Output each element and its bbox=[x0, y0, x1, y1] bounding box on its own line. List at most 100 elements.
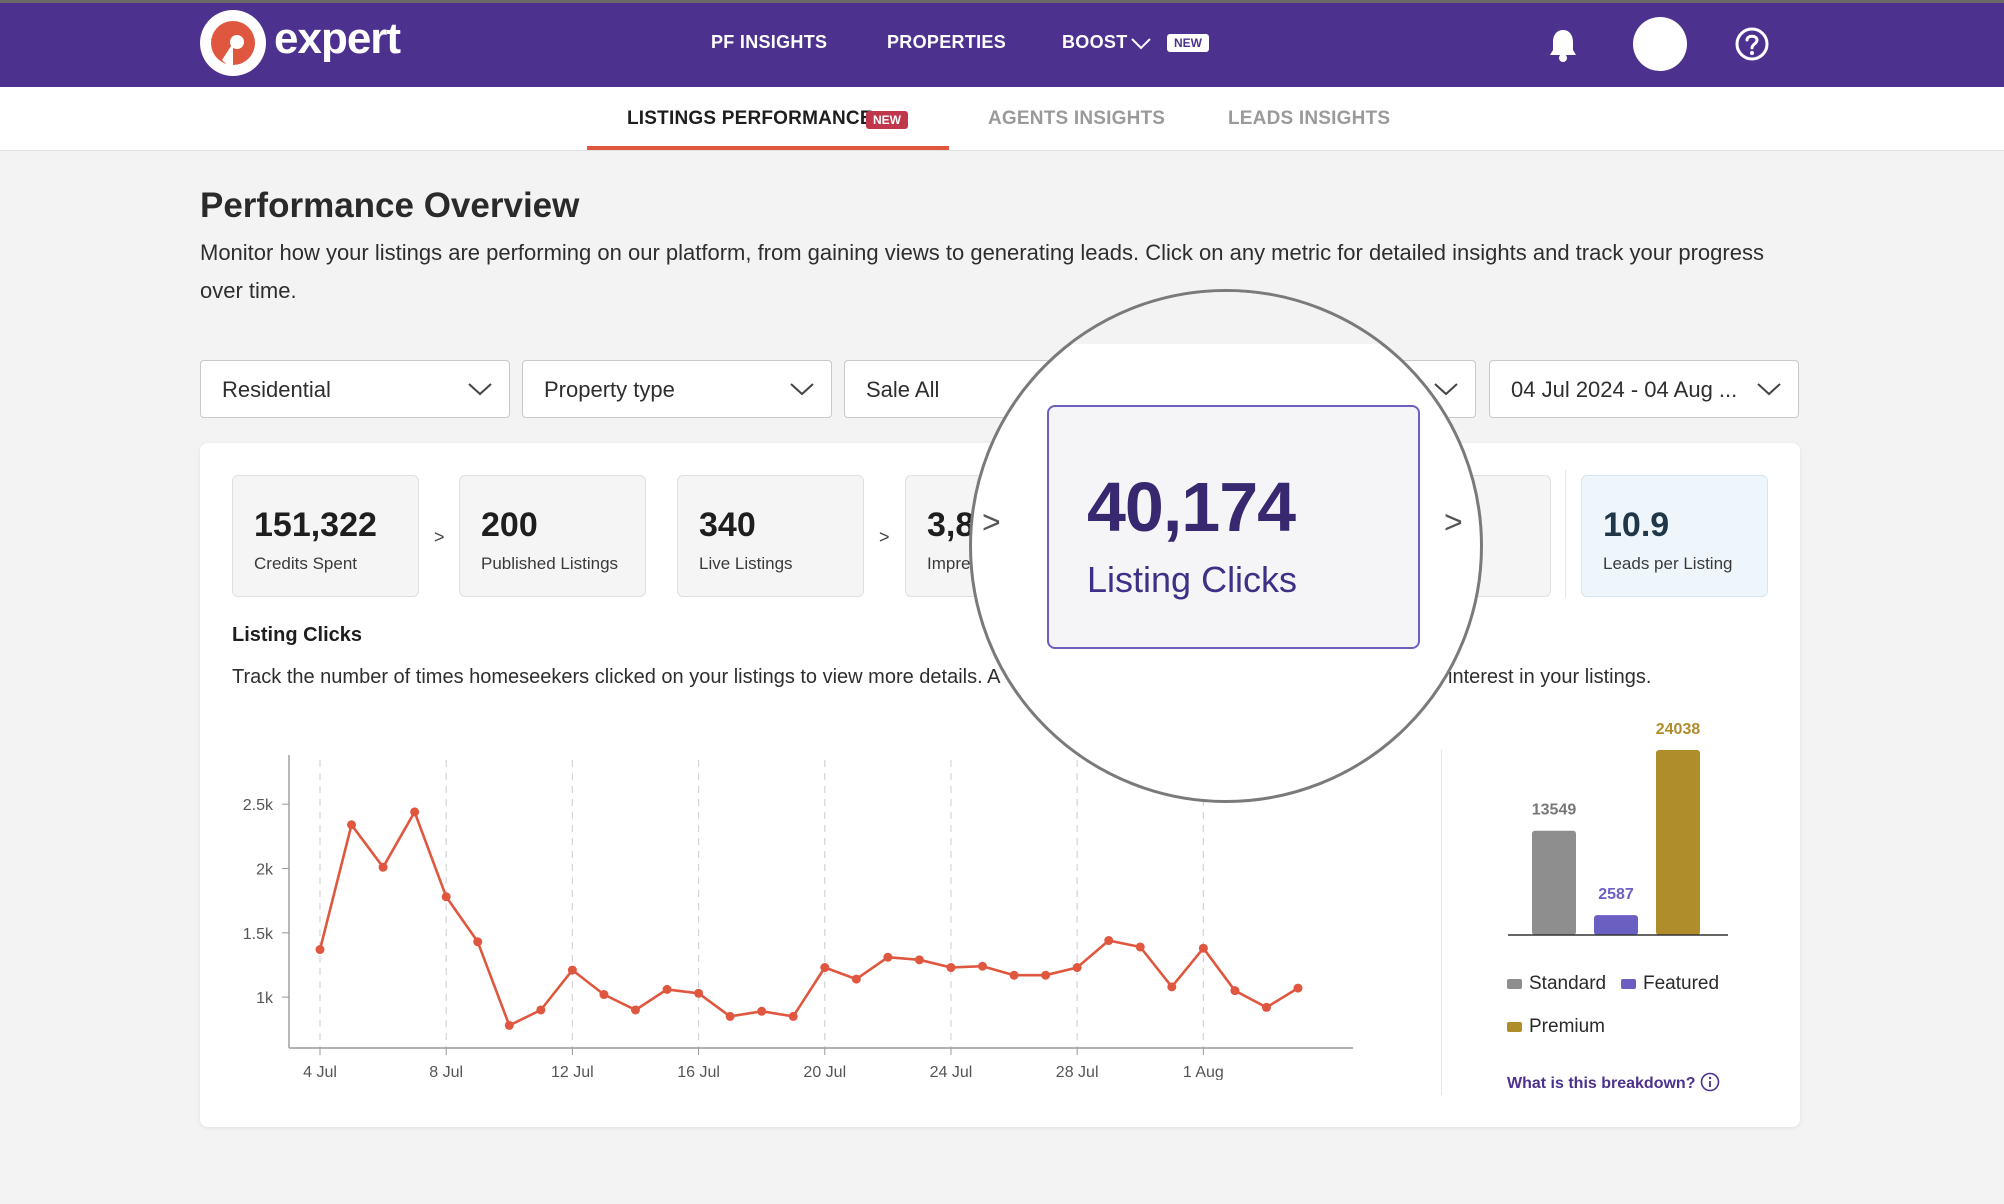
data-point[interactable] bbox=[788, 1011, 798, 1021]
metric-credits-spent[interactable]: 151,322 Credits Spent bbox=[232, 475, 419, 597]
chevron-down-icon bbox=[1757, 383, 1781, 396]
nav-pf-insights[interactable]: PF INSIGHTS bbox=[711, 32, 828, 52]
arrow-icon: > bbox=[879, 527, 890, 547]
data-point[interactable] bbox=[630, 1005, 640, 1015]
legend-featured: Featured bbox=[1621, 973, 1719, 995]
data-point[interactable] bbox=[820, 963, 830, 973]
legend-premium: Premium bbox=[1507, 1016, 1605, 1038]
arrow-icon: > bbox=[434, 527, 445, 547]
data-point[interactable] bbox=[347, 820, 357, 830]
page-description: Monitor how your listings are performing… bbox=[200, 240, 1764, 303]
metric-listing-clicks[interactable]: 40,174 Listing Clicks bbox=[1047, 405, 1420, 649]
x-tick-label: 12 Jul bbox=[551, 1064, 594, 1080]
data-point[interactable] bbox=[599, 990, 609, 1000]
data-point[interactable] bbox=[1072, 963, 1082, 973]
info-icon[interactable] bbox=[1700, 1072, 1720, 1092]
bar-value-label: 24038 bbox=[1656, 721, 1701, 738]
filter-property-type-dropdown[interactable]: Property type bbox=[522, 360, 832, 418]
metric-label: Credits Spent bbox=[254, 554, 357, 573]
data-point[interactable] bbox=[1104, 936, 1114, 946]
data-point[interactable] bbox=[1009, 970, 1019, 980]
metric-value: 200 bbox=[481, 506, 538, 544]
breakdown-info-link[interactable]: What is this breakdown? bbox=[1507, 1072, 1720, 1093]
filter-value: Residential bbox=[222, 377, 331, 402]
data-point[interactable] bbox=[914, 955, 924, 965]
metric-live-listings[interactable]: 340 Live Listings bbox=[677, 475, 864, 597]
data-point[interactable] bbox=[504, 1020, 514, 1030]
section-title: Listing Clicks bbox=[232, 624, 363, 646]
logo-text[interactable]: expert bbox=[274, 14, 401, 63]
tab-leads-insights[interactable]: LEADS INSIGHTS bbox=[1228, 108, 1391, 129]
data-point[interactable] bbox=[757, 1006, 767, 1016]
data-point[interactable] bbox=[1041, 970, 1051, 980]
legend-swatch bbox=[1507, 1021, 1522, 1032]
data-point[interactable] bbox=[536, 1005, 546, 1015]
data-point[interactable] bbox=[883, 952, 893, 962]
metric-value: 3,8 bbox=[927, 506, 975, 544]
legend-swatch bbox=[1621, 978, 1636, 989]
data-point[interactable] bbox=[946, 963, 956, 973]
listing-clicks-line-chart: 4 Jul 8 Jul 12 Jul 16 Jul 20 Jul 24 Jul 28 Jul… bbox=[243, 755, 1353, 1080]
y-tick-label: 1.5k bbox=[243, 926, 274, 943]
x-tick-label: 4 Jul bbox=[303, 1064, 337, 1080]
series-line bbox=[318, 810, 1299, 1027]
divider bbox=[1565, 470, 1566, 598]
data-point[interactable] bbox=[378, 862, 388, 872]
metric-published-listings[interactable]: 200 Published Listings bbox=[459, 475, 646, 597]
x-tick-label: 28 Jul bbox=[1056, 1064, 1099, 1080]
section-description-end: interest in your listings. bbox=[1448, 666, 1652, 688]
section-description: Track the number of times homeseekers cl… bbox=[232, 666, 1001, 688]
bar-premium[interactable] bbox=[1656, 750, 1700, 935]
metric-value: 40,174 bbox=[1087, 468, 1296, 546]
tab-agents-insights[interactable]: AGENTS INSIGHTS bbox=[988, 108, 1166, 129]
bar-value-label: 13549 bbox=[1532, 802, 1577, 819]
data-point[interactable] bbox=[694, 988, 704, 998]
metric-leads-per-listing[interactable]: 10.9 Leads per Listing bbox=[1581, 475, 1768, 597]
data-point[interactable] bbox=[851, 974, 861, 984]
nav-boost[interactable]: BOOST bbox=[1062, 32, 1128, 52]
magnified-region: > 40,174 Listing Clicks > bbox=[972, 292, 1480, 800]
bell-icon[interactable] bbox=[1547, 27, 1579, 63]
chevron-down-icon bbox=[1434, 383, 1458, 396]
tier-breakdown-bar-chart: 13549 2587 24038 bbox=[1508, 721, 1728, 936]
x-tick-label: 24 Jul bbox=[930, 1064, 973, 1080]
data-point[interactable] bbox=[1135, 942, 1145, 952]
metric-label: Leads per Listing bbox=[1603, 554, 1733, 573]
filter-value: Sale All bbox=[866, 377, 940, 402]
data-point[interactable] bbox=[1198, 943, 1208, 953]
metric-value: 10.9 bbox=[1603, 506, 1670, 544]
data-point[interactable] bbox=[1261, 1002, 1271, 1012]
divider bbox=[1441, 750, 1442, 1095]
help-icon[interactable] bbox=[1734, 26, 1770, 62]
nav-properties[interactable]: PROPERTIES bbox=[887, 32, 1007, 52]
user-avatar[interactable] bbox=[1633, 17, 1687, 71]
bar-featured[interactable] bbox=[1594, 915, 1638, 935]
chevron-down-icon bbox=[468, 383, 492, 396]
data-point[interactable] bbox=[410, 807, 420, 817]
data-point[interactable] bbox=[441, 892, 451, 902]
metric-value: 340 bbox=[699, 506, 756, 544]
data-point[interactable] bbox=[473, 937, 483, 947]
data-point[interactable] bbox=[1293, 983, 1303, 993]
active-tab-indicator bbox=[587, 146, 949, 150]
expert-logo-icon[interactable] bbox=[200, 10, 266, 76]
chevron-down-icon[interactable] bbox=[1131, 37, 1151, 50]
bar-standard[interactable] bbox=[1532, 830, 1576, 935]
data-point[interactable] bbox=[662, 984, 672, 994]
sub-nav bbox=[0, 87, 2004, 151]
data-point[interactable] bbox=[1167, 982, 1177, 992]
breakdown-link-text[interactable]: What is this breakdown? bbox=[1507, 1075, 1696, 1092]
new-badge: NEW bbox=[1167, 34, 1209, 52]
tab-listings-performance[interactable]: LISTINGS PERFORMANCE bbox=[627, 108, 873, 129]
x-tick-label: 16 Jul bbox=[677, 1064, 720, 1080]
data-point[interactable] bbox=[315, 945, 325, 955]
data-point[interactable] bbox=[978, 961, 988, 971]
data-point[interactable] bbox=[1230, 986, 1240, 996]
data-point[interactable] bbox=[567, 965, 577, 975]
y-tick-label: 1k bbox=[256, 990, 274, 1007]
filter-date-range-dropdown[interactable]: 04 Jul 2024 - 04 Aug ... bbox=[1489, 360, 1799, 418]
y-tick-label: 2.5k bbox=[243, 797, 274, 814]
new-badge: NEW bbox=[866, 111, 908, 129]
data-point[interactable] bbox=[725, 1011, 735, 1021]
filter-category-dropdown[interactable]: Residential bbox=[200, 360, 510, 418]
